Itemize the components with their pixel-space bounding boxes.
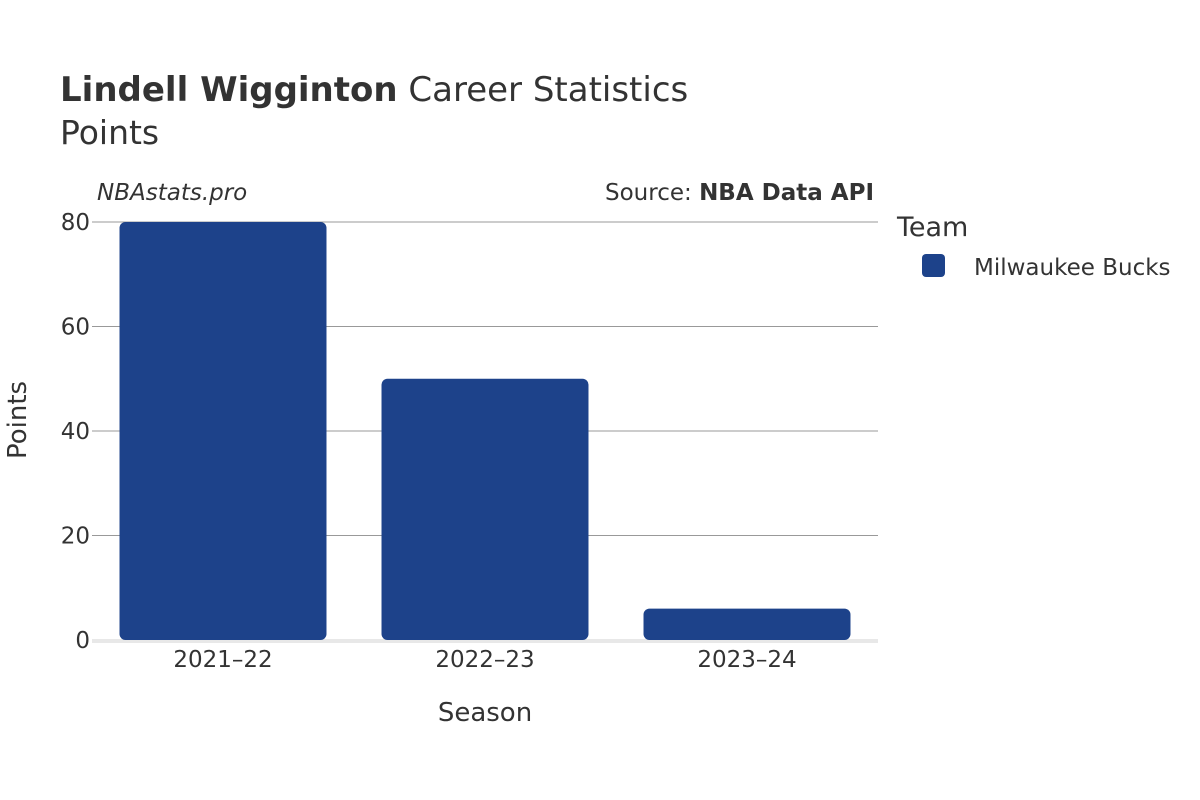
y-tick-label: 0 [75, 628, 90, 654]
x-tick-label: 2022–23 [435, 647, 534, 673]
watermark: NBAstats.pro [97, 180, 247, 206]
y-tick-label: 40 [61, 419, 90, 445]
source-prefix: Source: [605, 180, 699, 206]
x-tick-labels: 2021–22 2022–23 2023–24 [173, 647, 796, 673]
bar-2021–22 [119, 222, 327, 640]
y-tick-labels: 0 20 40 60 80 [61, 210, 90, 654]
x-tick-label: 2023–24 [697, 647, 796, 673]
y-tick-label: 60 [61, 315, 90, 341]
y-tick-label: 20 [61, 524, 90, 550]
chart-title-suffix: Career Statistics [398, 70, 689, 110]
legend-title: Team [896, 212, 968, 243]
legend: Team Milwaukee Bucks [896, 212, 1171, 281]
chart-title: Lindell Wigginton Career Statistics [60, 70, 688, 110]
y-axis-title: Points [3, 381, 33, 459]
chart-subtitle: Points [60, 113, 159, 152]
source-credit: Source: NBA Data API [605, 180, 874, 206]
bar-2023–24 [643, 608, 851, 640]
y-tick-label: 80 [61, 210, 90, 236]
bar-2022–23 [381, 378, 589, 640]
chart-title-player: Lindell Wigginton [60, 70, 398, 110]
legend-label: Milwaukee Bucks [974, 255, 1171, 281]
source-name: NBA Data API [699, 180, 874, 206]
bars [119, 222, 851, 640]
x-axis-title: Season [438, 698, 532, 728]
legend-swatch [922, 254, 945, 277]
legend-items: Milwaukee Bucks [922, 254, 1171, 281]
x-tick-label: 2021–22 [173, 647, 272, 673]
